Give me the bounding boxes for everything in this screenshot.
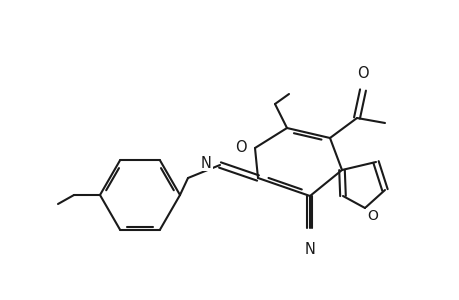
Text: O: O — [366, 209, 377, 223]
Text: N: N — [201, 155, 212, 170]
Text: O: O — [356, 66, 368, 81]
Text: N: N — [304, 242, 315, 257]
Text: O: O — [235, 140, 246, 155]
